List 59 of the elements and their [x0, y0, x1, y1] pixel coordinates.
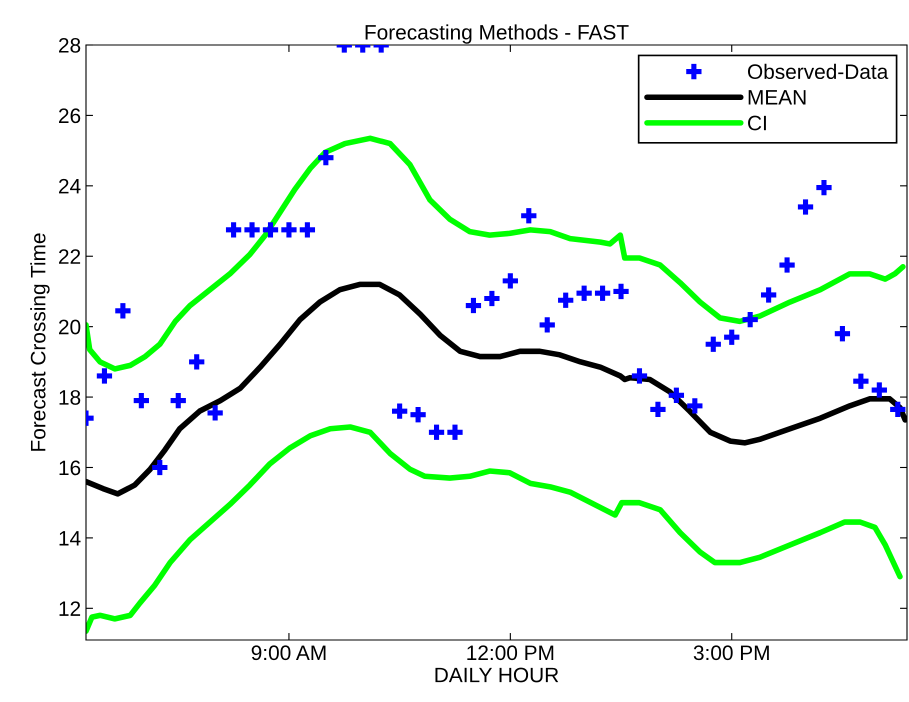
x-tick-label: 3:00 PM — [694, 645, 769, 660]
point — [779, 257, 795, 273]
point — [798, 199, 814, 215]
point — [447, 424, 463, 440]
point — [428, 424, 444, 440]
point — [189, 354, 204, 370]
point — [853, 374, 869, 389]
point — [521, 208, 536, 224]
point — [760, 287, 776, 303]
y-tick-label: 22 — [59, 249, 80, 264]
point — [96, 368, 112, 384]
y-tick-label: 18 — [60, 390, 80, 405]
y-tick-label: 12 — [60, 601, 80, 616]
point — [632, 368, 648, 384]
point — [170, 392, 186, 408]
point — [115, 303, 131, 318]
y-tick-label: 28 — [59, 38, 80, 53]
point — [152, 460, 168, 476]
point — [576, 286, 592, 301]
point — [134, 392, 149, 408]
point — [226, 222, 242, 238]
point — [410, 407, 426, 422]
point — [262, 222, 278, 238]
point — [208, 405, 223, 421]
point — [244, 222, 260, 238]
y-tick-label: 14 — [60, 531, 81, 546]
y-tick-label: 24 — [59, 178, 81, 194]
y-tick-label: 26 — [59, 108, 80, 124]
legend-label: CI — [748, 116, 766, 130]
point — [318, 150, 334, 166]
point — [890, 402, 906, 418]
x-tick-label: 9:00 AM — [252, 645, 326, 660]
point — [613, 284, 629, 300]
point — [834, 326, 850, 342]
point — [650, 402, 666, 418]
point — [816, 180, 832, 196]
x-axis-title: DAILY HOUR — [435, 668, 558, 682]
point — [872, 382, 887, 398]
y-axis-title: Forecast Crossing Time — [30, 233, 50, 451]
chart-title: Forecasting Methods - FAST — [366, 24, 629, 44]
point — [706, 336, 721, 352]
y-tick-label: 16 — [60, 460, 80, 476]
legend-label: MEAN — [748, 90, 806, 105]
point — [392, 404, 408, 419]
legend-label: Observed-Data — [748, 64, 888, 80]
point — [300, 222, 316, 238]
point — [484, 290, 500, 306]
point — [724, 330, 740, 345]
point — [668, 388, 684, 403]
point — [558, 292, 574, 308]
point — [687, 398, 702, 414]
y-tick-label: 20 — [59, 320, 80, 334]
point — [281, 222, 297, 238]
point — [594, 286, 610, 301]
point — [540, 317, 555, 333]
point — [502, 273, 518, 289]
point — [742, 312, 758, 328]
point — [466, 298, 482, 314]
x-tick-label: 12:00 PM — [467, 645, 554, 660]
